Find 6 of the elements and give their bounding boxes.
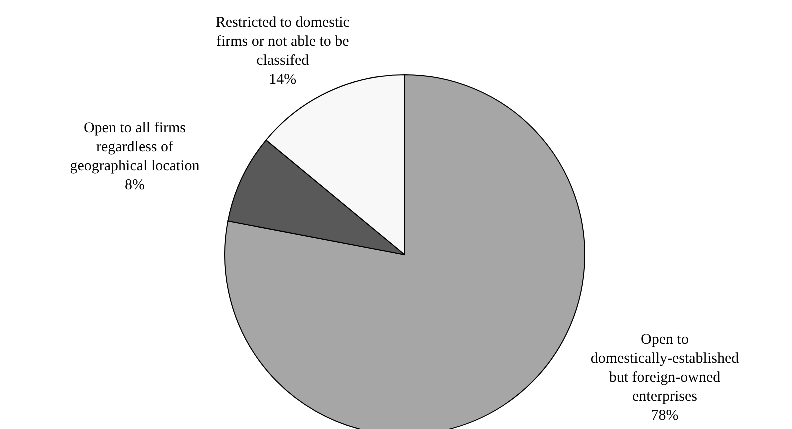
data-label: 14% <box>269 72 297 88</box>
slice-label: Open to domestically-established but foreign-owned enterprises <box>590 332 740 405</box>
data-label: 78% <box>651 408 679 424</box>
slice-label: Restricted to domestic firms or not able to be classifed <box>216 14 350 69</box>
data-label: 8% <box>125 177 145 194</box>
slice-label: Open to all firms regardless of geographical location <box>70 120 200 174</box>
